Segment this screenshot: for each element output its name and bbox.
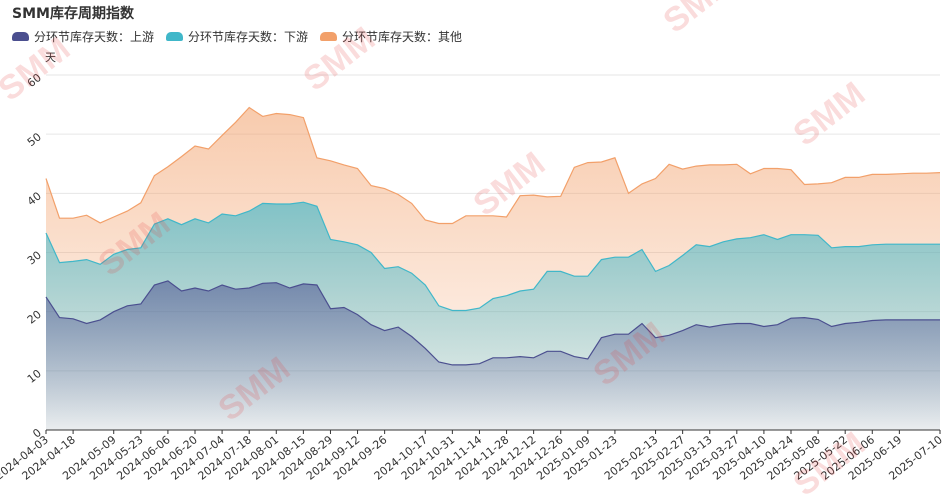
y-tick-label: 40 [25,189,44,208]
series-line [45,280,940,366]
y-tick-label: 10 [25,367,44,386]
legend-swatch-icon [320,32,338,41]
legend-label: 分环节库存天数：下游 [188,30,309,44]
legend-swatch-icon [12,32,29,41]
legend-item-downstream[interactable]: 分环节库存天数：下游 [166,28,308,45]
y-tick-label: 30 [25,249,44,268]
series-areas [45,106,941,430]
y-tick-label: 20 [25,308,44,327]
legend-item-upstream[interactable]: 分环节库存天数：上游 [12,28,154,45]
series-line [45,201,940,312]
legend-swatch-icon [166,32,184,41]
legend-label: 分环节库存天数：上游 [34,30,155,44]
legend-item-other[interactable]: 分环节库存天数：其他 [320,28,462,45]
series-line [45,106,941,225]
y-axis-unit: 天 [45,51,56,64]
legend-label: 分环节库存天数：其他 [342,30,463,44]
stacked-area-chart: 01020304050602024-04-032024-04-182024-05… [0,71,945,483]
chart-title: SMM库存周期指数 [12,6,134,22]
area-upstream [46,280,940,430]
y-tick-label: 50 [25,130,44,149]
legend: 分环节库存天数：上游 分环节库存天数：下游 分环节库存天数：其他 [12,28,462,45]
